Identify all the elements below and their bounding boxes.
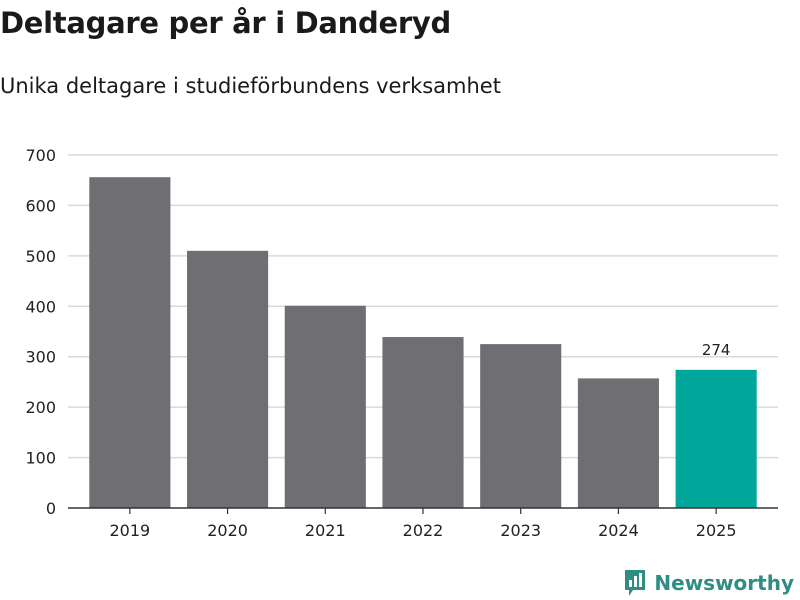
x-tick-label-2024: 2024 [598, 521, 639, 540]
bar-2021 [284, 305, 366, 508]
chart-subtitle: Unika deltagare i studieförbundens verks… [0, 74, 501, 98]
bar-2025 [675, 369, 757, 508]
data-label-2025: 274 [702, 341, 731, 359]
newsworthy-logo: Newsworthy [623, 568, 794, 598]
bar-2022 [382, 337, 464, 508]
labels: 0 100 200 300 400 500 600 700 2019 2020 2021 2022 20… [25, 146, 736, 540]
y-tick-label-0: 0 [46, 499, 56, 518]
x-tick-label-2023: 2023 [500, 521, 541, 540]
bar-2019 [89, 177, 171, 508]
newsworthy-logo-icon [625, 570, 646, 596]
y-tick-label-300: 300 [25, 348, 56, 367]
y-tick-label-600: 600 [25, 196, 56, 215]
y-tick-label-500: 500 [25, 247, 56, 266]
axes [68, 507, 778, 514]
chart-title: Deltagare per år i Danderyd [0, 6, 451, 40]
x-tick-label-2021: 2021 [305, 521, 346, 540]
y-tick-label-200: 200 [25, 398, 56, 417]
x-tick-label-2022: 2022 [403, 521, 444, 540]
x-tick-label-2020: 2020 [207, 521, 248, 540]
y-tick-label-400: 400 [25, 297, 56, 316]
x-tick-label-2019: 2019 [109, 521, 150, 540]
y-tick-label-700: 700 [25, 146, 56, 165]
y-tick-label-100: 100 [25, 449, 56, 468]
bar-2023 [480, 344, 562, 508]
bar-2024 [577, 378, 659, 508]
newsworthy-logo-text: Newsworthy [654, 571, 794, 595]
x-tick-label-2025: 2025 [696, 521, 737, 540]
bar-2020 [187, 250, 269, 509]
bars [89, 177, 757, 509]
